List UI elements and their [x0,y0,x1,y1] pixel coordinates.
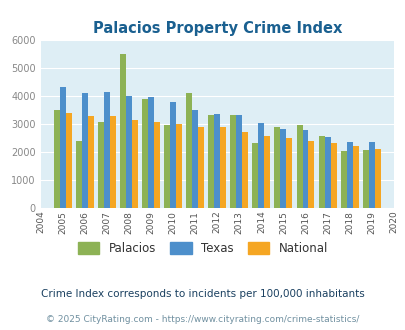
Bar [66,113,71,208]
Bar [192,110,198,208]
Bar [220,127,226,208]
Bar [164,125,170,208]
Text: © 2025 CityRating.com - https://www.cityrating.com/crime-statistics/: © 2025 CityRating.com - https://www.city… [46,315,359,324]
Bar [176,124,181,208]
Bar [264,136,270,208]
Bar [252,143,258,208]
Bar [362,149,368,208]
Bar [153,121,160,208]
Bar [132,119,138,208]
Bar [109,116,115,208]
Bar [274,127,280,208]
Bar [340,151,346,208]
Bar [242,132,247,208]
Bar [60,87,66,208]
Bar [198,127,204,208]
Bar [126,96,132,208]
Bar [208,115,214,208]
Bar [374,149,380,208]
Bar [104,92,109,208]
Bar [330,143,336,208]
Bar [296,125,302,208]
Bar [302,130,308,208]
Bar [148,97,153,208]
Bar [87,116,94,208]
Bar [368,142,374,208]
Bar [142,99,148,208]
Text: Crime Index corresponds to incidents per 100,000 inhabitants: Crime Index corresponds to incidents per… [41,289,364,299]
Bar [214,115,220,208]
Bar [119,54,126,208]
Bar [308,142,314,208]
Bar [352,146,358,208]
Bar [286,138,292,208]
Bar [186,93,192,208]
Bar [258,123,264,208]
Bar [324,138,330,208]
Bar [230,115,236,208]
Legend: Palacios, Texas, National: Palacios, Texas, National [73,237,332,260]
Bar [318,136,324,208]
Bar [53,110,60,208]
Bar [236,115,242,208]
Bar [280,129,286,208]
Bar [170,102,176,208]
Bar [81,93,87,208]
Bar [76,141,81,208]
Title: Palacios Property Crime Index: Palacios Property Crime Index [92,21,341,36]
Bar [346,142,352,208]
Bar [98,122,104,208]
